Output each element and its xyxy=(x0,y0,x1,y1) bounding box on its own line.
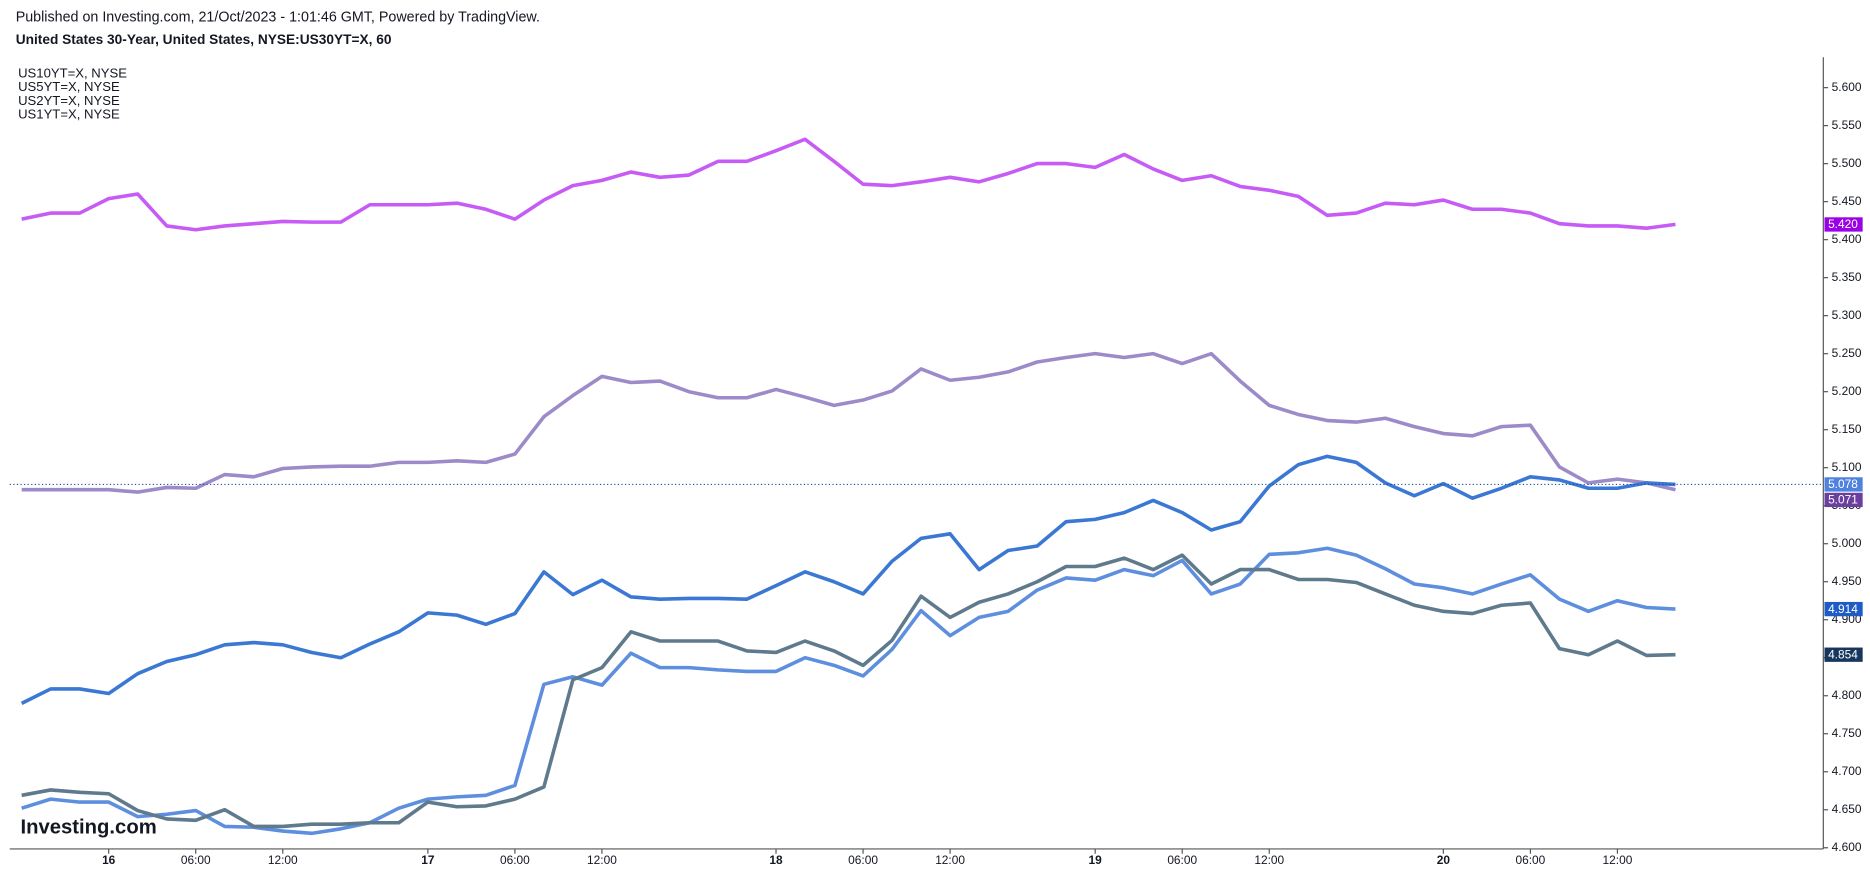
published-note: Published on Investing.com, 21/Oct/2023 … xyxy=(16,9,540,25)
y-tick-label: 4.800 xyxy=(1832,688,1862,702)
legend-entry: US5YT=X, NYSE xyxy=(18,79,120,94)
y-tick-label: 5.250 xyxy=(1832,346,1862,360)
series-line xyxy=(20,454,1676,705)
x-tick-label: 06:00 xyxy=(500,853,530,867)
y-tick-label: 5.150 xyxy=(1832,422,1862,436)
x-tick-label: 12:00 xyxy=(935,853,965,867)
y-tick-label: 4.650 xyxy=(1832,802,1862,816)
y-tick-label: 5.600 xyxy=(1832,80,1862,94)
x-tick-label: 12:00 xyxy=(587,853,617,867)
x-tick-label: 17 xyxy=(421,853,435,867)
x-tick-label: 12:00 xyxy=(1254,853,1284,867)
x-tick-label: 06:00 xyxy=(181,853,211,867)
x-tick-label: 18 xyxy=(769,853,783,867)
last-value-box xyxy=(1824,477,1863,492)
x-tick-label: 06:00 xyxy=(1167,853,1197,867)
last-value-label: 4.914 xyxy=(1828,602,1858,616)
chart-title: United States 30-Year, United States, NY… xyxy=(16,32,392,47)
y-tick-label: 5.450 xyxy=(1832,194,1862,208)
y-tick-label: 5.200 xyxy=(1832,384,1862,398)
y-tick-label: 5.550 xyxy=(1832,118,1862,132)
last-value-box xyxy=(1824,647,1863,662)
y-tick-label: 5.400 xyxy=(1832,232,1862,246)
y-tick-label: 4.950 xyxy=(1832,574,1862,588)
x-tick-label: 12:00 xyxy=(268,853,298,867)
series-line xyxy=(21,137,1676,232)
x-tick-label: 06:00 xyxy=(848,853,878,867)
x-tick-label: 12:00 xyxy=(1603,853,1633,867)
x-tick-label: 16 xyxy=(102,853,116,867)
y-tick-label: 4.600 xyxy=(1832,840,1862,854)
last-value-label: 5.420 xyxy=(1828,217,1858,231)
y-tick-label: 5.500 xyxy=(1832,156,1862,170)
y-tick-label: 4.750 xyxy=(1832,726,1862,740)
legend-entry: US2YT=X, NYSE xyxy=(18,93,120,108)
last-value-label: 5.071 xyxy=(1828,493,1858,507)
last-value-box xyxy=(1824,601,1863,617)
y-tick-label: 5.100 xyxy=(1832,460,1862,474)
legend-entry: US10YT=X, NYSE xyxy=(18,66,127,81)
y-tick-label: 4.700 xyxy=(1832,764,1862,778)
x-tick-label: 06:00 xyxy=(1515,853,1545,867)
y-tick-label: 5.300 xyxy=(1832,308,1862,322)
legend-entry: US1YT=X, NYSE xyxy=(18,107,120,122)
series-line xyxy=(21,546,1676,836)
x-tick-label: 19 xyxy=(1089,853,1103,867)
last-value-box xyxy=(1824,217,1863,232)
last-value-label: 4.854 xyxy=(1828,647,1858,661)
series-line xyxy=(21,553,1676,829)
last-value-label: 5.078 xyxy=(1828,477,1858,491)
y-tick-label: 5.000 xyxy=(1832,536,1862,550)
logo: Investing.com xyxy=(20,816,156,838)
x-tick-label: 20 xyxy=(1437,853,1451,867)
series-line xyxy=(21,351,1676,494)
y-tick-label: 5.350 xyxy=(1832,270,1862,284)
last-value-box xyxy=(1824,492,1863,508)
